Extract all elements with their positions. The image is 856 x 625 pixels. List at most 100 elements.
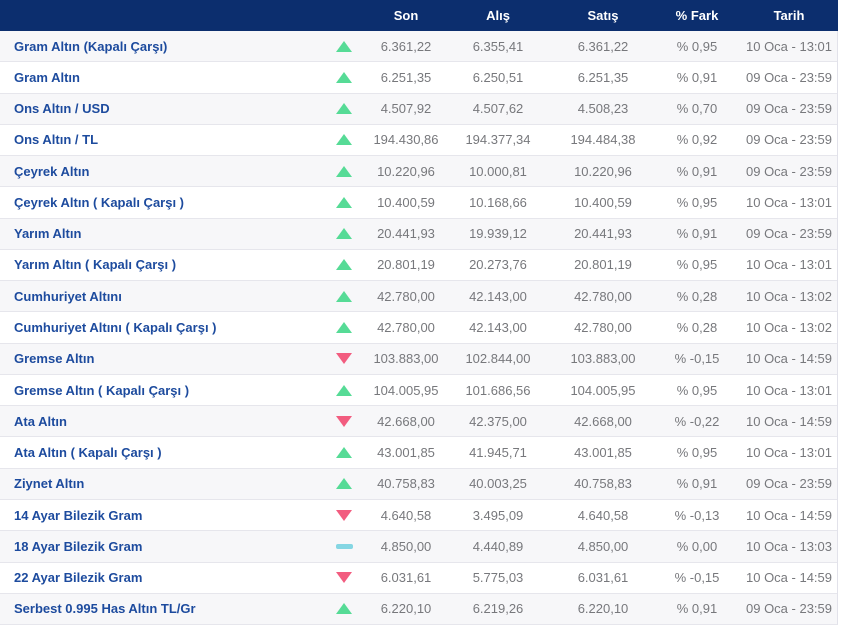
satis-value: 10.220,96 bbox=[574, 163, 632, 179]
header-tarih: Tarih bbox=[773, 8, 805, 23]
son-value: 4.507,92 bbox=[380, 101, 432, 117]
satis-value: 104.005,95 bbox=[570, 382, 636, 398]
table-row: 22 Ayar Bilezik Gram 6.031,61 5.775,03 6.03… bbox=[0, 561, 837, 593]
satis-value: 103.883,00 bbox=[570, 351, 636, 367]
trend-up-icon bbox=[336, 165, 352, 177]
trend-cell bbox=[320, 134, 368, 146]
satis-value: 4.640,58 bbox=[577, 507, 629, 523]
header-fark: % Fark bbox=[675, 8, 719, 23]
instrument-name-link[interactable]: Gram Altın (Kapalı Çarşı) bbox=[14, 38, 168, 54]
alis-value: 4.440,89 bbox=[472, 538, 524, 554]
fark-value: % 0,91 bbox=[676, 601, 718, 617]
alis-value: 40.003,25 bbox=[469, 476, 527, 492]
trend-up-icon bbox=[336, 134, 352, 146]
trend-up-icon bbox=[336, 478, 352, 490]
trend-cell bbox=[320, 259, 368, 271]
trend-up-icon bbox=[336, 384, 352, 396]
trend-cell bbox=[320, 543, 368, 549]
tarih-value: 10 Oca - 14:59 bbox=[746, 507, 832, 523]
son-value: 6.220,10 bbox=[380, 601, 432, 617]
trend-cell bbox=[320, 322, 368, 334]
tarih-value: 10 Oca - 13:01 bbox=[746, 38, 832, 54]
trend-up-icon bbox=[336, 259, 352, 271]
satis-value: 6.251,35 bbox=[577, 69, 629, 85]
satis-value: 6.031,61 bbox=[577, 570, 629, 586]
son-value: 4.850,00 bbox=[380, 538, 432, 554]
instrument-name-link[interactable]: Çeyrek Altın ( Kapalı Çarşı ) bbox=[14, 194, 185, 210]
trend-down-icon bbox=[336, 572, 352, 584]
instrument-name-link[interactable]: Serbest 0.995 Has Altın TL/Gr bbox=[14, 601, 196, 617]
instrument-name-link[interactable]: Ata Altın bbox=[14, 413, 67, 429]
son-value: 42.780,00 bbox=[377, 320, 435, 336]
alis-value: 6.250,51 bbox=[472, 69, 524, 85]
son-value: 104.005,95 bbox=[373, 382, 439, 398]
instrument-name-link[interactable]: Cumhuriyet Altını bbox=[14, 288, 122, 304]
instrument-name-link[interactable]: Ons Altın / USD bbox=[14, 101, 110, 117]
fark-value: % 0,95 bbox=[676, 382, 718, 398]
tarih-value: 10 Oca - 13:02 bbox=[746, 288, 832, 304]
satis-value: 194.484,38 bbox=[570, 132, 636, 148]
table-row: Ata Altın 42.668,00 42.375,00 42.668,00 % -0… bbox=[0, 405, 837, 437]
instrument-name-link[interactable]: Yarım Altın bbox=[14, 226, 82, 242]
trend-cell bbox=[320, 165, 368, 177]
fark-value: % 0,92 bbox=[676, 132, 718, 148]
trend-down-icon bbox=[336, 509, 352, 521]
trend-cell bbox=[320, 509, 368, 521]
tarih-value: 10 Oca - 13:01 bbox=[746, 194, 832, 210]
alis-value: 4.507,62 bbox=[472, 101, 524, 117]
tarih-value: 09 Oca - 23:59 bbox=[746, 163, 832, 179]
trend-cell bbox=[320, 572, 368, 584]
table-row: Serbest 0.995 Has Altın TL/Gr 6.220,10 6.2… bbox=[0, 592, 837, 625]
trend-cell bbox=[320, 353, 368, 365]
instrument-name-link[interactable]: Çeyrek Altın bbox=[14, 163, 90, 179]
tarih-value: 10 Oca - 14:59 bbox=[746, 570, 832, 586]
alis-value: 3.495,09 bbox=[472, 507, 524, 523]
alis-value: 20.273,76 bbox=[469, 257, 527, 273]
instrument-name-link[interactable]: Ziynet Altın bbox=[14, 476, 85, 492]
instrument-name-link[interactable]: Cumhuriyet Altını ( Kapalı Çarşı ) bbox=[14, 320, 217, 336]
satis-value: 42.780,00 bbox=[574, 288, 632, 304]
tarih-value: 10 Oca - 13:01 bbox=[746, 257, 832, 273]
trend-up-icon bbox=[336, 196, 352, 208]
fark-value: % -0,15 bbox=[674, 570, 720, 586]
fark-value: % 0,91 bbox=[676, 163, 718, 179]
son-value: 194.430,86 bbox=[373, 132, 439, 148]
alis-value: 10.000,81 bbox=[469, 163, 527, 179]
son-value: 42.668,00 bbox=[377, 413, 435, 429]
alis-value: 42.143,00 bbox=[469, 320, 527, 336]
fark-value: % 0,91 bbox=[676, 476, 718, 492]
trend-cell bbox=[320, 103, 368, 115]
son-value: 43.001,85 bbox=[377, 445, 435, 461]
son-value: 6.361,22 bbox=[380, 38, 432, 54]
fark-value: % 0,28 bbox=[676, 320, 718, 336]
instrument-name-link[interactable]: Ata Altın ( Kapalı Çarşı ) bbox=[14, 445, 162, 461]
table-row: Ons Altın / USD 4.507,92 4.507,62 4.508,23%… bbox=[0, 92, 837, 124]
tarih-value: 09 Oca - 23:59 bbox=[746, 101, 832, 117]
alis-value: 10.168,66 bbox=[469, 194, 527, 210]
instrument-name-link[interactable]: 22 Ayar Bilezik Gram bbox=[14, 570, 143, 586]
satis-value: 4.508,23 bbox=[577, 101, 629, 117]
instrument-name-link[interactable]: Gremse Altın bbox=[14, 351, 95, 367]
alis-value: 102.844,00 bbox=[465, 351, 531, 367]
fark-value: % -0,22 bbox=[674, 413, 720, 429]
table-row: Ata Altın ( Kapalı Çarşı ) 43.001,85 41.94… bbox=[0, 436, 837, 468]
instrument-name-link[interactable]: Gremse Altın ( Kapalı Çarşı ) bbox=[14, 382, 190, 398]
trend-cell bbox=[320, 290, 368, 302]
tarih-value: 09 Oca - 23:59 bbox=[746, 132, 832, 148]
tarih-value: 10 Oca - 14:59 bbox=[746, 351, 832, 367]
alis-value: 19.939,12 bbox=[469, 226, 527, 242]
tarih-value: 09 Oca - 23:59 bbox=[746, 69, 832, 85]
table-row: 14 Ayar Bilezik Gram 4.640,58 3.495,09 4.64… bbox=[0, 498, 837, 531]
instrument-name-link[interactable]: Yarım Altın ( Kapalı Çarşı ) bbox=[14, 257, 177, 273]
tarih-value: 10 Oca - 14:59 bbox=[746, 413, 832, 429]
tarih-value: 10 Oca - 13:03 bbox=[746, 538, 832, 554]
instrument-name-link[interactable]: Gram Altın bbox=[14, 69, 80, 85]
instrument-name-link[interactable]: 18 Ayar Bilezik Gram bbox=[14, 538, 143, 554]
trend-cell bbox=[320, 71, 368, 83]
instrument-name-link[interactable]: 14 Ayar Bilezik Gram bbox=[14, 507, 143, 523]
alis-value: 194.377,34 bbox=[465, 132, 531, 148]
tarih-value: 10 Oca - 13:01 bbox=[746, 445, 832, 461]
tarih-value: 09 Oca - 23:59 bbox=[746, 601, 832, 617]
instrument-name-link[interactable]: Ons Altın / TL bbox=[14, 132, 99, 148]
satis-value: 40.758,83 bbox=[574, 476, 632, 492]
